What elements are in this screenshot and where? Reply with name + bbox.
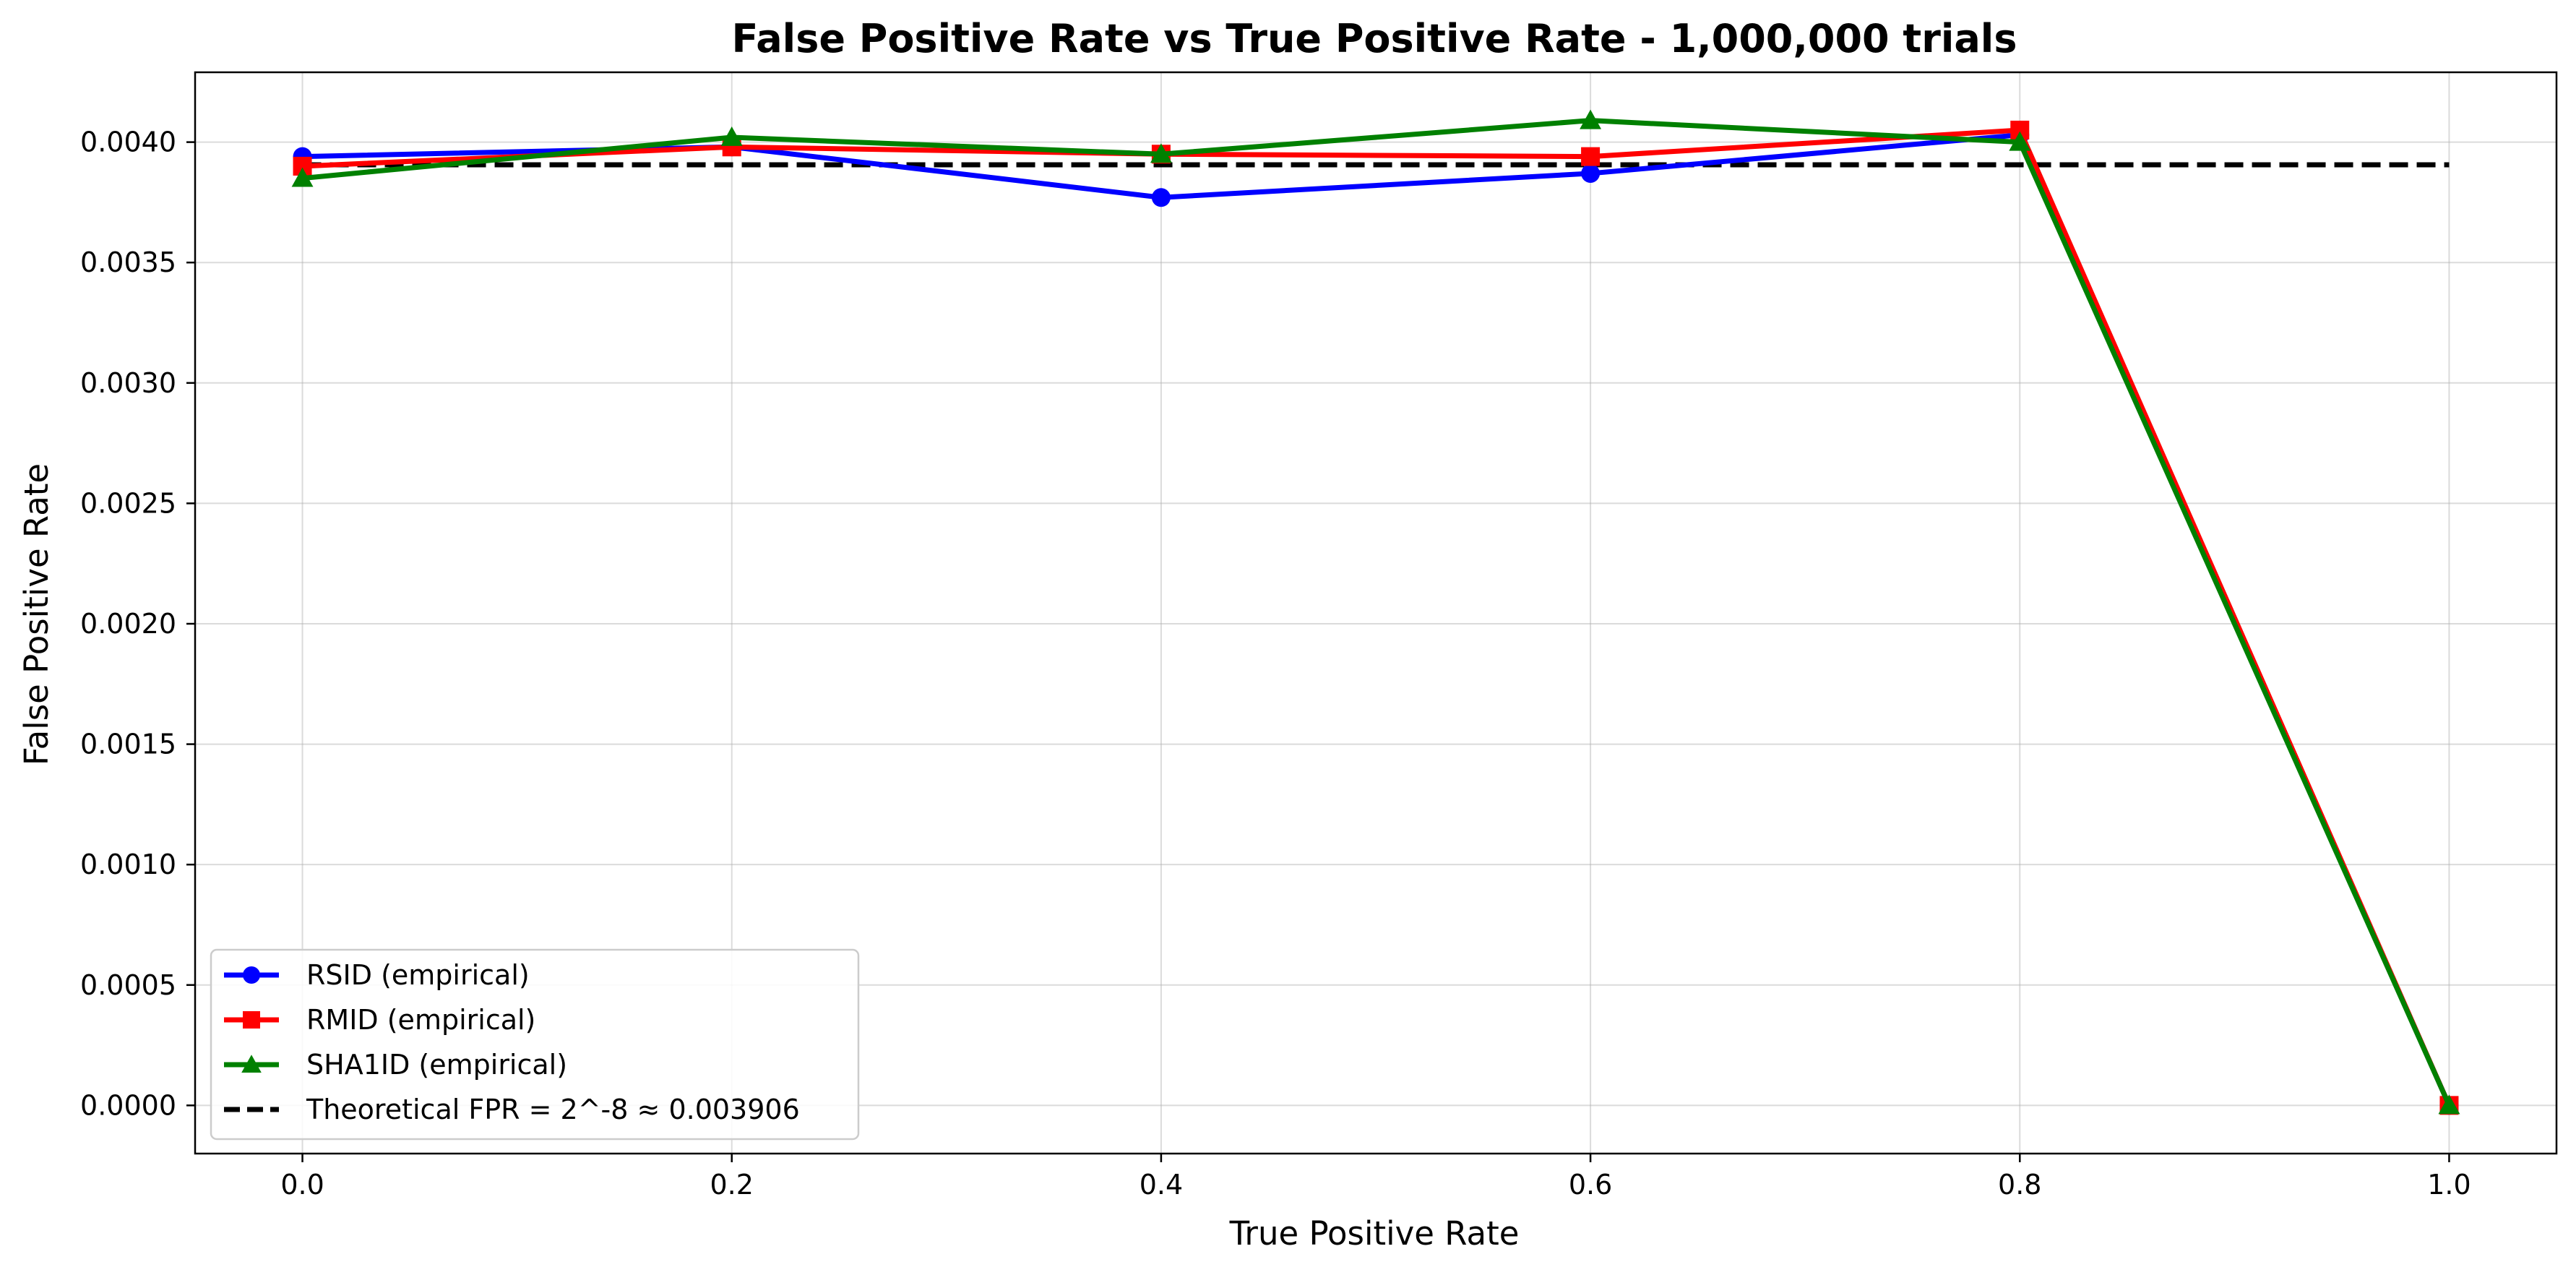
x-tick-label: 0.4 bbox=[1140, 1169, 1183, 1201]
data-point bbox=[2009, 131, 2031, 151]
series-line bbox=[302, 127, 2452, 1107]
legend-label: Theoretical FPR = 2^-8 ≈ 0.003906 bbox=[306, 1094, 800, 1125]
x-axis-label: True Positive Rate bbox=[1229, 1214, 1520, 1253]
data-point bbox=[720, 126, 743, 146]
series-2 bbox=[291, 109, 2460, 1115]
y-axis-label: False Positive Rate bbox=[17, 463, 56, 765]
legend-label: RSID (empirical) bbox=[306, 959, 530, 991]
legend-marker bbox=[241, 1055, 262, 1073]
legend-item: Theoretical FPR = 2^-8 ≈ 0.003906 bbox=[224, 1094, 800, 1125]
series-line bbox=[302, 118, 2452, 1107]
y-tick-label: 0.0025 bbox=[80, 487, 176, 519]
legend-item: RMID (empirical) bbox=[224, 1004, 535, 1036]
y-tick-label: 0.0010 bbox=[80, 849, 176, 880]
y-axis: 0.0000 0.0005 0.0010 0.0015 0.0020 0.0025 0.00… bbox=[80, 126, 195, 1121]
legend-item: SHA1ID (empirical) bbox=[224, 1049, 567, 1081]
data-point bbox=[291, 167, 314, 187]
x-tick-label: 0.0 bbox=[280, 1169, 324, 1201]
data-point bbox=[1580, 109, 1602, 129]
legend-label: SHA1ID (empirical) bbox=[306, 1049, 567, 1081]
y-tick-label: 0.0030 bbox=[80, 367, 176, 399]
y-tick-label: 0.0015 bbox=[80, 729, 176, 760]
y-tick-label: 0.0040 bbox=[80, 126, 176, 158]
x-tick-label: 0.6 bbox=[1569, 1169, 1612, 1201]
x-axis: 0.0 0.2 0.4 0.6 0.8 1.0 bbox=[280, 1154, 2471, 1201]
data-point bbox=[1581, 163, 1601, 183]
y-tick-label: 0.0035 bbox=[80, 246, 176, 278]
data-point bbox=[1150, 143, 1172, 163]
legend-marker bbox=[243, 966, 260, 984]
legend-marker bbox=[243, 1011, 260, 1029]
plot-frame bbox=[194, 71, 2558, 1155]
grid bbox=[195, 72, 2556, 1154]
y-tick-label: 0.0020 bbox=[80, 608, 176, 640]
data-point bbox=[2438, 1094, 2460, 1115]
legend-item: RSID (empirical) bbox=[224, 959, 530, 991]
y-tick-label: 0.0005 bbox=[80, 969, 176, 1001]
x-tick-label: 0.2 bbox=[710, 1169, 754, 1201]
data-point bbox=[1151, 188, 1171, 207]
legend-label: RMID (empirical) bbox=[306, 1004, 535, 1036]
x-tick-label: 1.0 bbox=[2427, 1169, 2471, 1201]
y-tick-label: 0.0000 bbox=[80, 1089, 176, 1121]
data-point bbox=[1581, 147, 1601, 166]
series-layer bbox=[291, 109, 2460, 1115]
x-tick-label: 0.8 bbox=[1998, 1169, 2041, 1201]
legend-box bbox=[210, 948, 860, 1141]
legend: RSID (empirical) RMID (empirical) SHA1ID (… bbox=[210, 948, 860, 1141]
chart-title: False Positive Rate vs True Positive Rat… bbox=[732, 16, 2017, 61]
